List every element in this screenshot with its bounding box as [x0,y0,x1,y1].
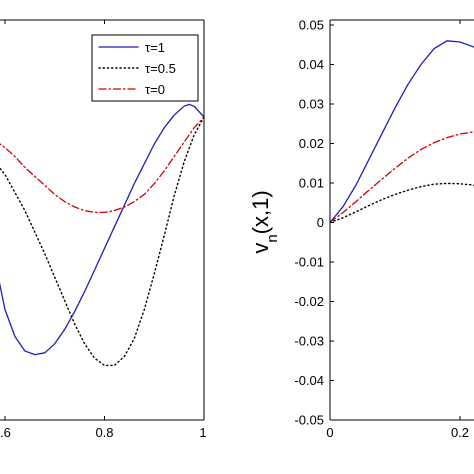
left-axes [0,19,205,421]
y-tick-label: -0.02 [294,294,324,309]
left-x-ticks: .6 0.8 1 [0,20,207,440]
y-tick-label: -0.05 [294,413,324,428]
x-tick-label: .6 [0,425,11,440]
legend-label: τ=1 [145,40,165,55]
y-tick-label: 0.04 [299,57,324,72]
legend-label: τ=0 [145,82,165,97]
series-line-right-1 [330,182,474,224]
series-line-left-0 [0,103,204,356]
left-plot-area [0,103,204,367]
series-line-left-2 [0,116,204,214]
x-tick-label: 0 [326,425,333,440]
right-y-ticks: 0.05 0.04 0.03 0.02 0.01 0 -0.01 -0.02 -0.03 -0.0… [294,18,334,428]
y-tick-label: 0.01 [299,176,324,191]
right-plot-area [330,40,474,224]
x-tick-label: 0.8 [95,425,113,440]
series-line-left-1 [0,116,204,367]
y-tick-label: -0.04 [294,373,324,388]
y-tick-label: 0 [317,215,324,230]
right-panel: 0 0.2 0.050.040.030.020.010-0.01-0.02-0.0… [248,18,474,440]
legend-box [91,34,199,102]
ylabel-main: v [248,243,273,254]
right-y-axis-label: vn(x,1) [248,190,281,253]
series-line-right-2 [330,131,474,224]
y-tick-label: -0.03 [294,334,324,349]
x-tick-label: 0.2 [451,425,469,440]
left-panel: .6 0.8 1 τ=1 τ=0.5 τ=0 [0,19,207,440]
legend-label: τ=0.5 [145,61,176,76]
y-tick-label: 0.03 [299,97,324,112]
right-axes [329,19,474,421]
x-tick-label: 1 [199,425,206,440]
y-tick-label: 0.02 [299,136,324,151]
ylabel-args: (x,1) [248,190,273,234]
ylabel-subscript: n [264,234,281,242]
right-x-ticks: 0 0.2 [326,20,469,440]
series-line-right-0 [330,40,474,224]
y-tick-label: 0.05 [299,18,324,33]
y-tick-label: -0.01 [294,255,324,270]
legend: τ=1 τ=0.5 τ=0 [91,34,199,102]
